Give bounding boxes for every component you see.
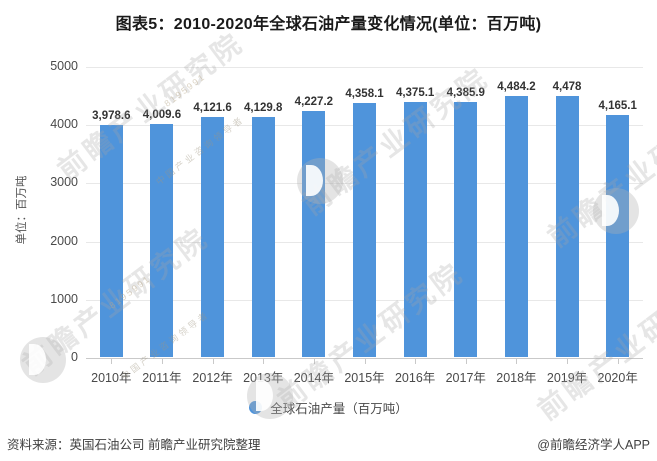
bar bbox=[201, 117, 225, 357]
chart-title: 图表5：2010-2020年全球石油产量变化情况(单位：百万吨) bbox=[115, 16, 542, 33]
bar-value-label: 4,165.1 bbox=[598, 99, 637, 112]
y-tick-label: 0 bbox=[71, 350, 78, 364]
y-tick-label: 3000 bbox=[50, 175, 78, 190]
x-tick bbox=[415, 359, 417, 364]
x-tick-label: 2019年 bbox=[546, 371, 588, 385]
y-tick-label: 4000 bbox=[50, 117, 78, 132]
bar-value-label: 3,978.6 bbox=[92, 110, 131, 123]
bar-value-label: 4,129.8 bbox=[244, 101, 283, 114]
bar-value-label: 4,478 bbox=[552, 81, 582, 94]
bar bbox=[353, 103, 376, 357]
bar-value-label: 4,121.6 bbox=[193, 102, 232, 115]
x-tick bbox=[617, 359, 619, 364]
app-credit: @前瞻经济学人APP bbox=[537, 438, 650, 452]
x-tick bbox=[263, 359, 265, 364]
x-tick-label: 2010年 bbox=[91, 371, 132, 385]
y-tick-label: 2000 bbox=[50, 233, 78, 248]
bar bbox=[99, 125, 123, 357]
x-tick bbox=[567, 359, 569, 364]
bar-value-label: 4,385.9 bbox=[446, 86, 485, 99]
bar-value-label: 4,227.2 bbox=[294, 95, 334, 108]
x-tick-label: 2013年 bbox=[243, 371, 284, 385]
x-tick-label: 2015年 bbox=[344, 371, 385, 385]
x-tick bbox=[516, 359, 518, 364]
bar bbox=[555, 96, 579, 357]
bar bbox=[150, 123, 174, 357]
x-tick-label: 2011年 bbox=[142, 371, 182, 385]
bar bbox=[302, 111, 326, 357]
bar-value-label: 4,375.1 bbox=[395, 87, 435, 100]
legend-label: 全球石油产量（百万吨） bbox=[270, 402, 408, 416]
x-axis: 2010年 2011年 2012年 2013年 2014年 2015年 2016年 2017年… bbox=[86, 358, 643, 398]
source-note: 资料来源：英国石油公司 前瞻产业研究院整理 bbox=[7, 438, 261, 452]
y-tick-label: 5000 bbox=[50, 59, 78, 73]
bar bbox=[403, 102, 427, 357]
legend-marker-icon bbox=[249, 401, 263, 414]
x-tick-label: 2016年 bbox=[394, 371, 436, 385]
x-tick bbox=[313, 359, 315, 364]
x-tick-label: 2014年 bbox=[293, 371, 335, 385]
x-tick bbox=[212, 359, 214, 364]
footer: 资料来源：英国石油公司 前瞻产业研究院整理 @前瞻经济学人APP bbox=[7, 434, 650, 453]
x-tick-label: 2012年 bbox=[192, 371, 233, 385]
legend: 全球石油产量（百万吨） bbox=[0, 398, 657, 417]
x-tick-label: 2020年 bbox=[597, 371, 638, 385]
x-tick bbox=[364, 359, 366, 364]
bar-value-label: 4,484.2 bbox=[497, 81, 536, 94]
bar bbox=[251, 116, 275, 357]
x-tick bbox=[161, 359, 163, 364]
x-tick-label: 2017年 bbox=[445, 371, 486, 385]
x-tick bbox=[465, 359, 467, 364]
y-gridline bbox=[86, 67, 643, 68]
y-tick-label: 1000 bbox=[50, 291, 78, 306]
bar-value-label: 4,358.1 bbox=[345, 88, 384, 101]
bar-value-label: 4,009.6 bbox=[142, 108, 182, 121]
y-axis: 0 1000 2000 3000 4000 5000 bbox=[0, 59, 78, 364]
bar bbox=[504, 96, 528, 357]
x-tick-label: 2018年 bbox=[496, 371, 537, 385]
bar bbox=[454, 101, 478, 357]
bar bbox=[606, 114, 630, 357]
x-axis-baseline bbox=[86, 358, 643, 359]
plot-area: 3,978.6 4,009.6 4,121.6 4,129.8 4,227.2 4,358… bbox=[86, 67, 643, 359]
x-tick bbox=[111, 359, 113, 364]
